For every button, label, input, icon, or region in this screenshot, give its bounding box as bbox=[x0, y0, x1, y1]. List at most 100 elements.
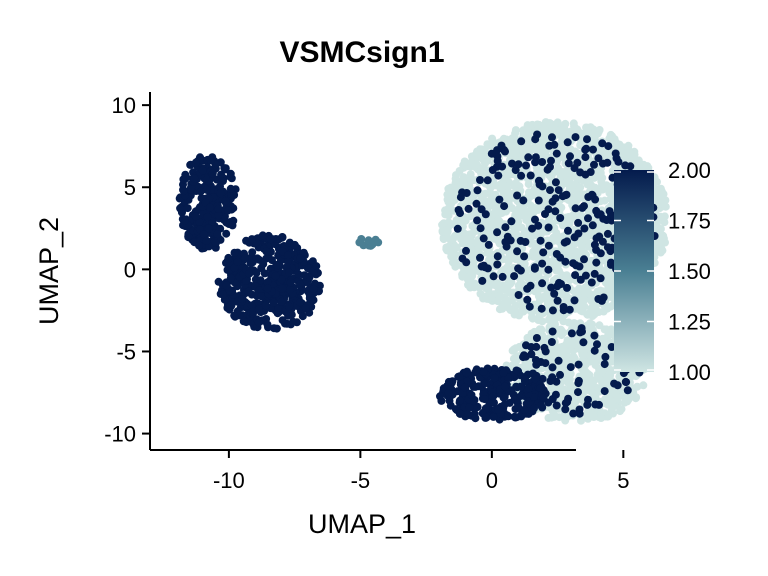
data-point bbox=[488, 134, 497, 143]
data-point bbox=[552, 250, 561, 258]
data-point bbox=[532, 245, 541, 254]
data-point bbox=[590, 331, 599, 340]
data-point bbox=[195, 241, 203, 250]
data-point bbox=[526, 273, 535, 282]
data-point bbox=[547, 156, 555, 165]
data-point bbox=[494, 405, 503, 414]
data-point bbox=[462, 246, 470, 255]
data-point bbox=[286, 285, 294, 294]
data-point bbox=[579, 338, 588, 347]
data-point bbox=[604, 282, 613, 291]
data-point bbox=[553, 118, 562, 127]
data-point bbox=[284, 311, 293, 320]
data-point bbox=[216, 182, 224, 191]
data-point bbox=[226, 274, 235, 283]
data-point bbox=[497, 141, 506, 150]
data-point bbox=[584, 214, 592, 223]
data-point bbox=[222, 281, 231, 290]
data-point bbox=[522, 216, 531, 224]
data-point bbox=[603, 229, 612, 238]
data-point bbox=[247, 301, 256, 310]
data-point bbox=[482, 413, 491, 422]
data-point bbox=[517, 223, 526, 232]
data-point bbox=[259, 260, 268, 269]
data-point bbox=[254, 318, 263, 327]
data-point bbox=[527, 350, 536, 359]
data-point bbox=[520, 252, 529, 261]
data-point bbox=[585, 357, 594, 366]
data-point bbox=[480, 395, 489, 404]
data-point bbox=[631, 394, 640, 403]
data-point bbox=[241, 276, 250, 285]
data-point bbox=[607, 357, 616, 366]
data-point bbox=[467, 391, 476, 399]
data-point bbox=[237, 295, 246, 304]
data-point bbox=[600, 196, 609, 205]
data-point bbox=[580, 224, 589, 233]
data-point bbox=[262, 247, 271, 256]
data-point bbox=[534, 221, 543, 230]
data-point bbox=[548, 133, 556, 142]
data-point bbox=[603, 243, 612, 252]
data-point bbox=[286, 278, 295, 287]
data-point bbox=[218, 290, 227, 299]
data-point bbox=[561, 399, 570, 408]
data-point bbox=[524, 180, 533, 189]
data-point bbox=[294, 270, 303, 279]
data-point bbox=[531, 158, 540, 167]
data-point bbox=[489, 412, 498, 421]
data-point bbox=[564, 168, 573, 177]
data-point bbox=[206, 203, 214, 212]
data-point bbox=[248, 248, 257, 257]
data-point bbox=[567, 341, 576, 350]
data-point bbox=[590, 310, 599, 319]
data-point bbox=[614, 157, 623, 166]
data-point bbox=[561, 416, 570, 425]
data-point bbox=[554, 186, 563, 195]
data-point bbox=[546, 377, 555, 385]
data-point bbox=[526, 361, 535, 370]
data-point bbox=[598, 287, 607, 296]
data-point bbox=[564, 370, 573, 379]
data-point bbox=[586, 381, 595, 390]
data-point bbox=[510, 305, 519, 314]
data-point bbox=[569, 409, 578, 418]
data-point bbox=[240, 254, 249, 263]
data-point bbox=[661, 196, 670, 205]
data-point bbox=[539, 248, 548, 257]
data-point bbox=[567, 329, 576, 338]
data-point bbox=[530, 404, 538, 413]
data-point bbox=[613, 381, 622, 390]
data-point bbox=[583, 400, 592, 409]
data-point bbox=[602, 271, 611, 279]
data-point bbox=[531, 142, 540, 151]
data-point bbox=[483, 156, 492, 165]
data-point bbox=[559, 386, 568, 395]
x-axis-label: UMAP_1 bbox=[308, 509, 416, 539]
data-point bbox=[589, 145, 597, 154]
data-point bbox=[505, 166, 514, 175]
data-point bbox=[546, 186, 554, 195]
data-point bbox=[439, 235, 448, 244]
data-point bbox=[514, 403, 523, 412]
data-point bbox=[522, 341, 530, 350]
data-point bbox=[202, 185, 211, 194]
data-point bbox=[544, 265, 553, 274]
data-point bbox=[489, 221, 497, 230]
data-point bbox=[482, 226, 491, 235]
y-tick-label: 0 bbox=[124, 257, 136, 282]
data-point bbox=[639, 381, 648, 390]
data-point bbox=[516, 382, 525, 391]
data-point bbox=[554, 356, 563, 365]
data-point bbox=[557, 326, 566, 335]
data-point bbox=[548, 306, 557, 315]
data-point bbox=[500, 400, 509, 409]
data-point bbox=[266, 235, 275, 244]
data-point bbox=[572, 191, 581, 200]
data-point bbox=[552, 149, 561, 158]
data-point bbox=[566, 363, 575, 372]
data-point bbox=[184, 232, 193, 241]
data-point bbox=[578, 344, 587, 353]
data-point bbox=[191, 212, 200, 221]
data-point bbox=[596, 210, 605, 219]
